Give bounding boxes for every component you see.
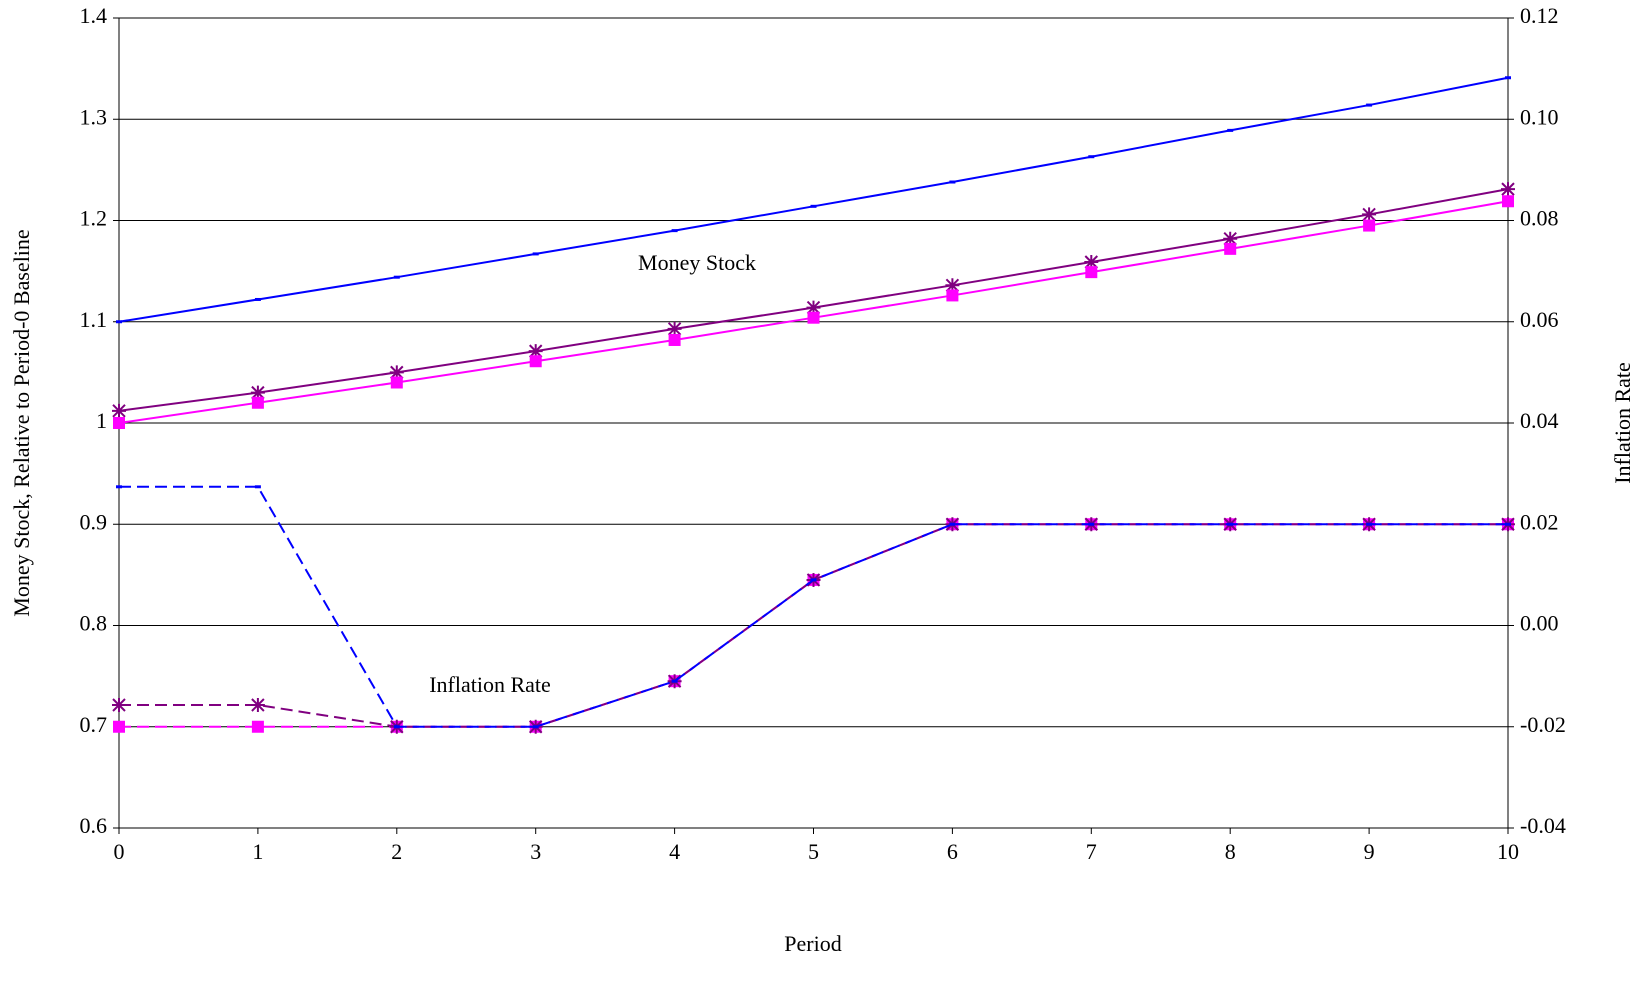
y-tick-label: 0.6 — [80, 813, 108, 838]
marker — [389, 365, 404, 380]
marker — [113, 720, 125, 733]
marker — [112, 697, 126, 712]
marker — [806, 300, 821, 315]
series-line — [119, 485, 1508, 728]
marker — [113, 417, 125, 429]
y2-tick-label: 0.04 — [1520, 408, 1559, 433]
series-line — [118, 188, 1509, 412]
marker — [1224, 242, 1237, 255]
y2-tick-label: 0.08 — [1520, 206, 1559, 231]
marker — [807, 311, 820, 324]
y2-tick-label: 0.10 — [1520, 104, 1559, 129]
series-line — [118, 76, 1509, 323]
marker — [1501, 182, 1515, 197]
x-axis-title: Period — [784, 931, 841, 956]
marker — [1502, 195, 1514, 208]
x-tick-label: 2 — [391, 839, 402, 864]
marker — [1223, 231, 1238, 246]
x-tick-label: 4 — [669, 839, 680, 864]
marker — [250, 385, 265, 400]
marker — [946, 289, 959, 302]
y-tick-label: 1.1 — [80, 307, 108, 332]
marker — [390, 376, 403, 389]
marker — [1363, 219, 1376, 232]
marker — [1084, 255, 1099, 270]
y-axis-title: Money Stock, Relative to Period-0 Baseli… — [9, 229, 34, 616]
x-tick-label: 3 — [530, 839, 541, 864]
y-tick-label: 1.4 — [80, 3, 108, 28]
y-tick-label: 0.9 — [80, 509, 108, 534]
y-tick-label: 1.3 — [80, 104, 108, 129]
annotation: Money Stock — [638, 250, 756, 275]
y2-tick-label: 0.06 — [1520, 307, 1559, 332]
x-tick-label: 7 — [1086, 839, 1097, 864]
y-tick-label: 0.7 — [80, 712, 108, 737]
marker — [1085, 266, 1098, 279]
y-tick-label: 1.2 — [80, 206, 108, 231]
x-tick-label: 8 — [1225, 839, 1236, 864]
y2-tick-label: -0.04 — [1520, 813, 1566, 838]
marker — [251, 720, 264, 733]
y-tick-label: 1 — [96, 408, 107, 433]
annotation: Inflation Rate — [429, 672, 551, 697]
marker — [945, 278, 960, 293]
series-line — [119, 523, 1508, 728]
marker — [529, 355, 542, 368]
marker — [112, 403, 126, 418]
x-tick-label: 0 — [114, 839, 125, 864]
y2-axis-title: Inflation Rate — [1610, 362, 1635, 484]
x-tick-label: 6 — [947, 839, 958, 864]
y-tick-label: 0.8 — [80, 611, 108, 636]
marker — [1362, 207, 1377, 222]
x-tick-label: 5 — [808, 839, 819, 864]
x-tick-label: 9 — [1364, 839, 1375, 864]
x-tick-label: 10 — [1497, 839, 1519, 864]
y2-tick-label: -0.02 — [1520, 712, 1566, 737]
y2-tick-label: 0.00 — [1520, 611, 1559, 636]
y2-tick-label: 0.02 — [1520, 509, 1559, 534]
x-tick-label: 1 — [252, 839, 263, 864]
marker — [528, 344, 543, 359]
marker — [250, 697, 265, 712]
marker — [251, 396, 264, 409]
y2-tick-label: 0.12 — [1520, 3, 1559, 28]
marker — [668, 333, 681, 346]
marker — [667, 321, 682, 336]
